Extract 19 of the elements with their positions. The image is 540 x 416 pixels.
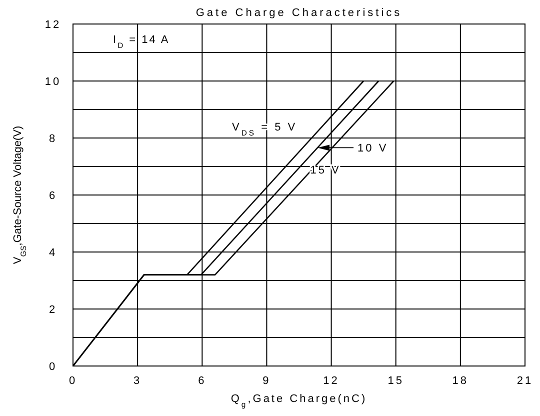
y-tick-label: 12 xyxy=(44,19,62,31)
x-tick-label: 0 xyxy=(68,375,78,387)
annotation: I$_{D}$ = 14 A xyxy=(113,34,170,50)
x-tick-label: 18 xyxy=(452,375,469,387)
chart-title: Gate Charge Characteristics xyxy=(196,7,402,19)
y-tick-label: 0 xyxy=(48,361,58,373)
legend-label: 10 V xyxy=(358,142,388,155)
x-tick-label: 3 xyxy=(134,375,142,387)
y-tick-label: 4 xyxy=(48,247,58,259)
y-tick-label: 6 xyxy=(48,190,58,202)
y-tick-label: 2 xyxy=(48,304,58,316)
x-tick-label: 21 xyxy=(516,375,534,387)
x-tick-label: 15 xyxy=(388,375,404,387)
y-tick-label: 10 xyxy=(44,76,62,88)
x-axis-title: Q$_{g}$,Gate Charge(nC) xyxy=(230,393,368,408)
x-tick-label: 6 xyxy=(198,375,206,387)
y-tick-label: 8 xyxy=(48,133,58,145)
x-tick-label: 12 xyxy=(323,375,340,387)
x-tick-label: 9 xyxy=(262,375,271,387)
